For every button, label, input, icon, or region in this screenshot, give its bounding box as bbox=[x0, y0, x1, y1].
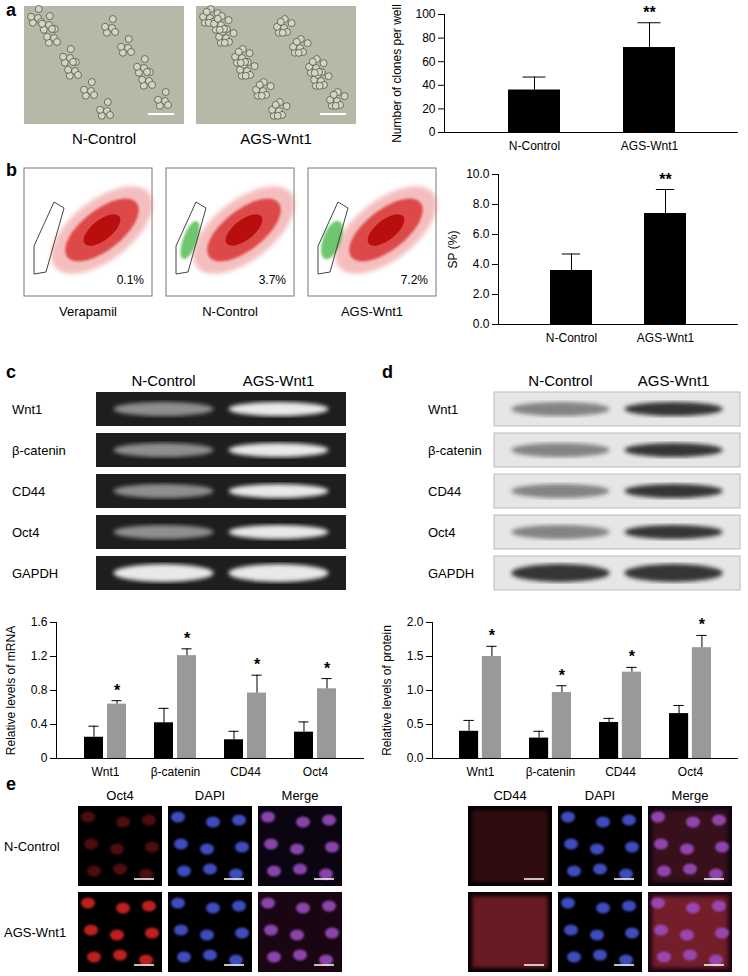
svg-text:Verapamil: Verapamil bbox=[59, 304, 117, 319]
svg-text:Oct4: Oct4 bbox=[303, 765, 329, 779]
svg-text:β-catenin: β-catenin bbox=[428, 443, 482, 458]
svg-text:*: * bbox=[114, 682, 121, 699]
svg-text:60: 60 bbox=[422, 55, 436, 69]
svg-text:0.1%: 0.1% bbox=[117, 273, 145, 287]
svg-text:*: * bbox=[629, 648, 636, 665]
svg-text:β-catenin: β-catenin bbox=[526, 765, 576, 779]
svg-text:d: d bbox=[382, 362, 393, 382]
svg-text:80: 80 bbox=[422, 31, 436, 45]
svg-text:AGS-Wnt1: AGS-Wnt1 bbox=[621, 139, 679, 153]
svg-text:*: * bbox=[489, 627, 496, 644]
svg-text:0: 0 bbox=[41, 751, 48, 765]
svg-text:c: c bbox=[6, 362, 16, 382]
svg-text:Merge: Merge bbox=[282, 788, 319, 803]
svg-text:0.0: 0.0 bbox=[473, 317, 490, 331]
svg-text:CD44: CD44 bbox=[12, 484, 45, 499]
svg-text:DAPI: DAPI bbox=[585, 788, 615, 803]
svg-text:Merge: Merge bbox=[672, 788, 709, 803]
svg-text:1.5: 1.5 bbox=[407, 649, 424, 663]
svg-text:0.0: 0.0 bbox=[407, 751, 424, 765]
svg-text:4.0: 4.0 bbox=[473, 257, 490, 271]
svg-text:b: b bbox=[6, 160, 17, 180]
svg-text:1.6: 1.6 bbox=[31, 615, 48, 629]
svg-text:β-catenin: β-catenin bbox=[151, 765, 201, 779]
svg-text:10.0: 10.0 bbox=[466, 167, 490, 181]
svg-text:6.0: 6.0 bbox=[473, 227, 490, 241]
svg-text:e: e bbox=[6, 774, 16, 794]
svg-text:1.2: 1.2 bbox=[31, 649, 48, 663]
svg-text:N-Control: N-Control bbox=[72, 130, 136, 147]
svg-text:8.0: 8.0 bbox=[473, 197, 490, 211]
svg-text:1.0: 1.0 bbox=[407, 683, 424, 697]
svg-text:2.0: 2.0 bbox=[407, 615, 424, 629]
svg-text:CD44: CD44 bbox=[428, 484, 461, 499]
svg-text:2.0: 2.0 bbox=[473, 287, 490, 301]
svg-text:β-catenin: β-catenin bbox=[12, 443, 66, 458]
svg-text:*: * bbox=[559, 667, 566, 684]
svg-text:40: 40 bbox=[422, 78, 436, 92]
svg-text:**: ** bbox=[659, 171, 672, 188]
svg-text:AGS-Wnt1: AGS-Wnt1 bbox=[637, 331, 695, 345]
svg-text:Wnt1: Wnt1 bbox=[12, 402, 42, 417]
svg-text:3.7%: 3.7% bbox=[259, 273, 287, 287]
svg-text:Relative levels of mRNA: Relative levels of mRNA bbox=[4, 626, 18, 755]
svg-text:DAPI: DAPI bbox=[195, 788, 225, 803]
svg-text:AGS-Wnt1: AGS-Wnt1 bbox=[240, 130, 312, 147]
svg-text:Wnt1: Wnt1 bbox=[466, 765, 494, 779]
svg-text:GAPDH: GAPDH bbox=[428, 566, 474, 581]
svg-text:N-Control: N-Control bbox=[509, 139, 560, 153]
svg-text:CD44: CD44 bbox=[605, 765, 636, 779]
svg-text:CD44: CD44 bbox=[493, 788, 526, 803]
svg-text:N-Control: N-Control bbox=[202, 304, 258, 319]
svg-text:Oct4: Oct4 bbox=[12, 525, 39, 540]
svg-text:AGS-Wnt1: AGS-Wnt1 bbox=[341, 304, 403, 319]
svg-text:N-Control: N-Control bbox=[131, 372, 195, 389]
svg-text:GAPDH: GAPDH bbox=[12, 566, 58, 581]
svg-text:0: 0 bbox=[429, 125, 436, 139]
svg-text:Oct4: Oct4 bbox=[106, 788, 133, 803]
svg-text:N-Control: N-Control bbox=[546, 331, 597, 345]
svg-text:*: * bbox=[324, 660, 331, 677]
svg-text:*: * bbox=[184, 630, 191, 647]
svg-text:AGS-Wnt1: AGS-Wnt1 bbox=[243, 372, 315, 389]
svg-text:a: a bbox=[6, 0, 17, 20]
svg-text:CD44: CD44 bbox=[230, 765, 261, 779]
svg-text:Wnt1: Wnt1 bbox=[91, 765, 119, 779]
svg-text:Relative levels of protein: Relative levels of protein bbox=[380, 625, 394, 756]
svg-text:0.5: 0.5 bbox=[407, 717, 424, 731]
svg-text:0.8: 0.8 bbox=[31, 683, 48, 697]
svg-text:*: * bbox=[254, 656, 261, 673]
svg-text:AGS-Wnt1: AGS-Wnt1 bbox=[4, 925, 66, 940]
svg-text:Number of clones per well: Number of clones per well bbox=[390, 4, 404, 143]
svg-text:20: 20 bbox=[422, 102, 436, 116]
svg-text:*: * bbox=[699, 616, 706, 633]
svg-text:7.2%: 7.2% bbox=[401, 273, 429, 287]
svg-text:**: ** bbox=[643, 4, 656, 21]
svg-text:100: 100 bbox=[415, 7, 435, 21]
svg-text:AGS-Wnt1: AGS-Wnt1 bbox=[638, 372, 710, 389]
svg-text:N-Control: N-Control bbox=[4, 839, 60, 854]
svg-text:Wnt1: Wnt1 bbox=[428, 402, 458, 417]
svg-text:Oct4: Oct4 bbox=[678, 765, 704, 779]
svg-text:Oct4: Oct4 bbox=[428, 525, 455, 540]
svg-text:SP (%): SP (%) bbox=[446, 231, 460, 269]
svg-text:0.4: 0.4 bbox=[31, 717, 48, 731]
svg-text:N-Control: N-Control bbox=[528, 372, 592, 389]
